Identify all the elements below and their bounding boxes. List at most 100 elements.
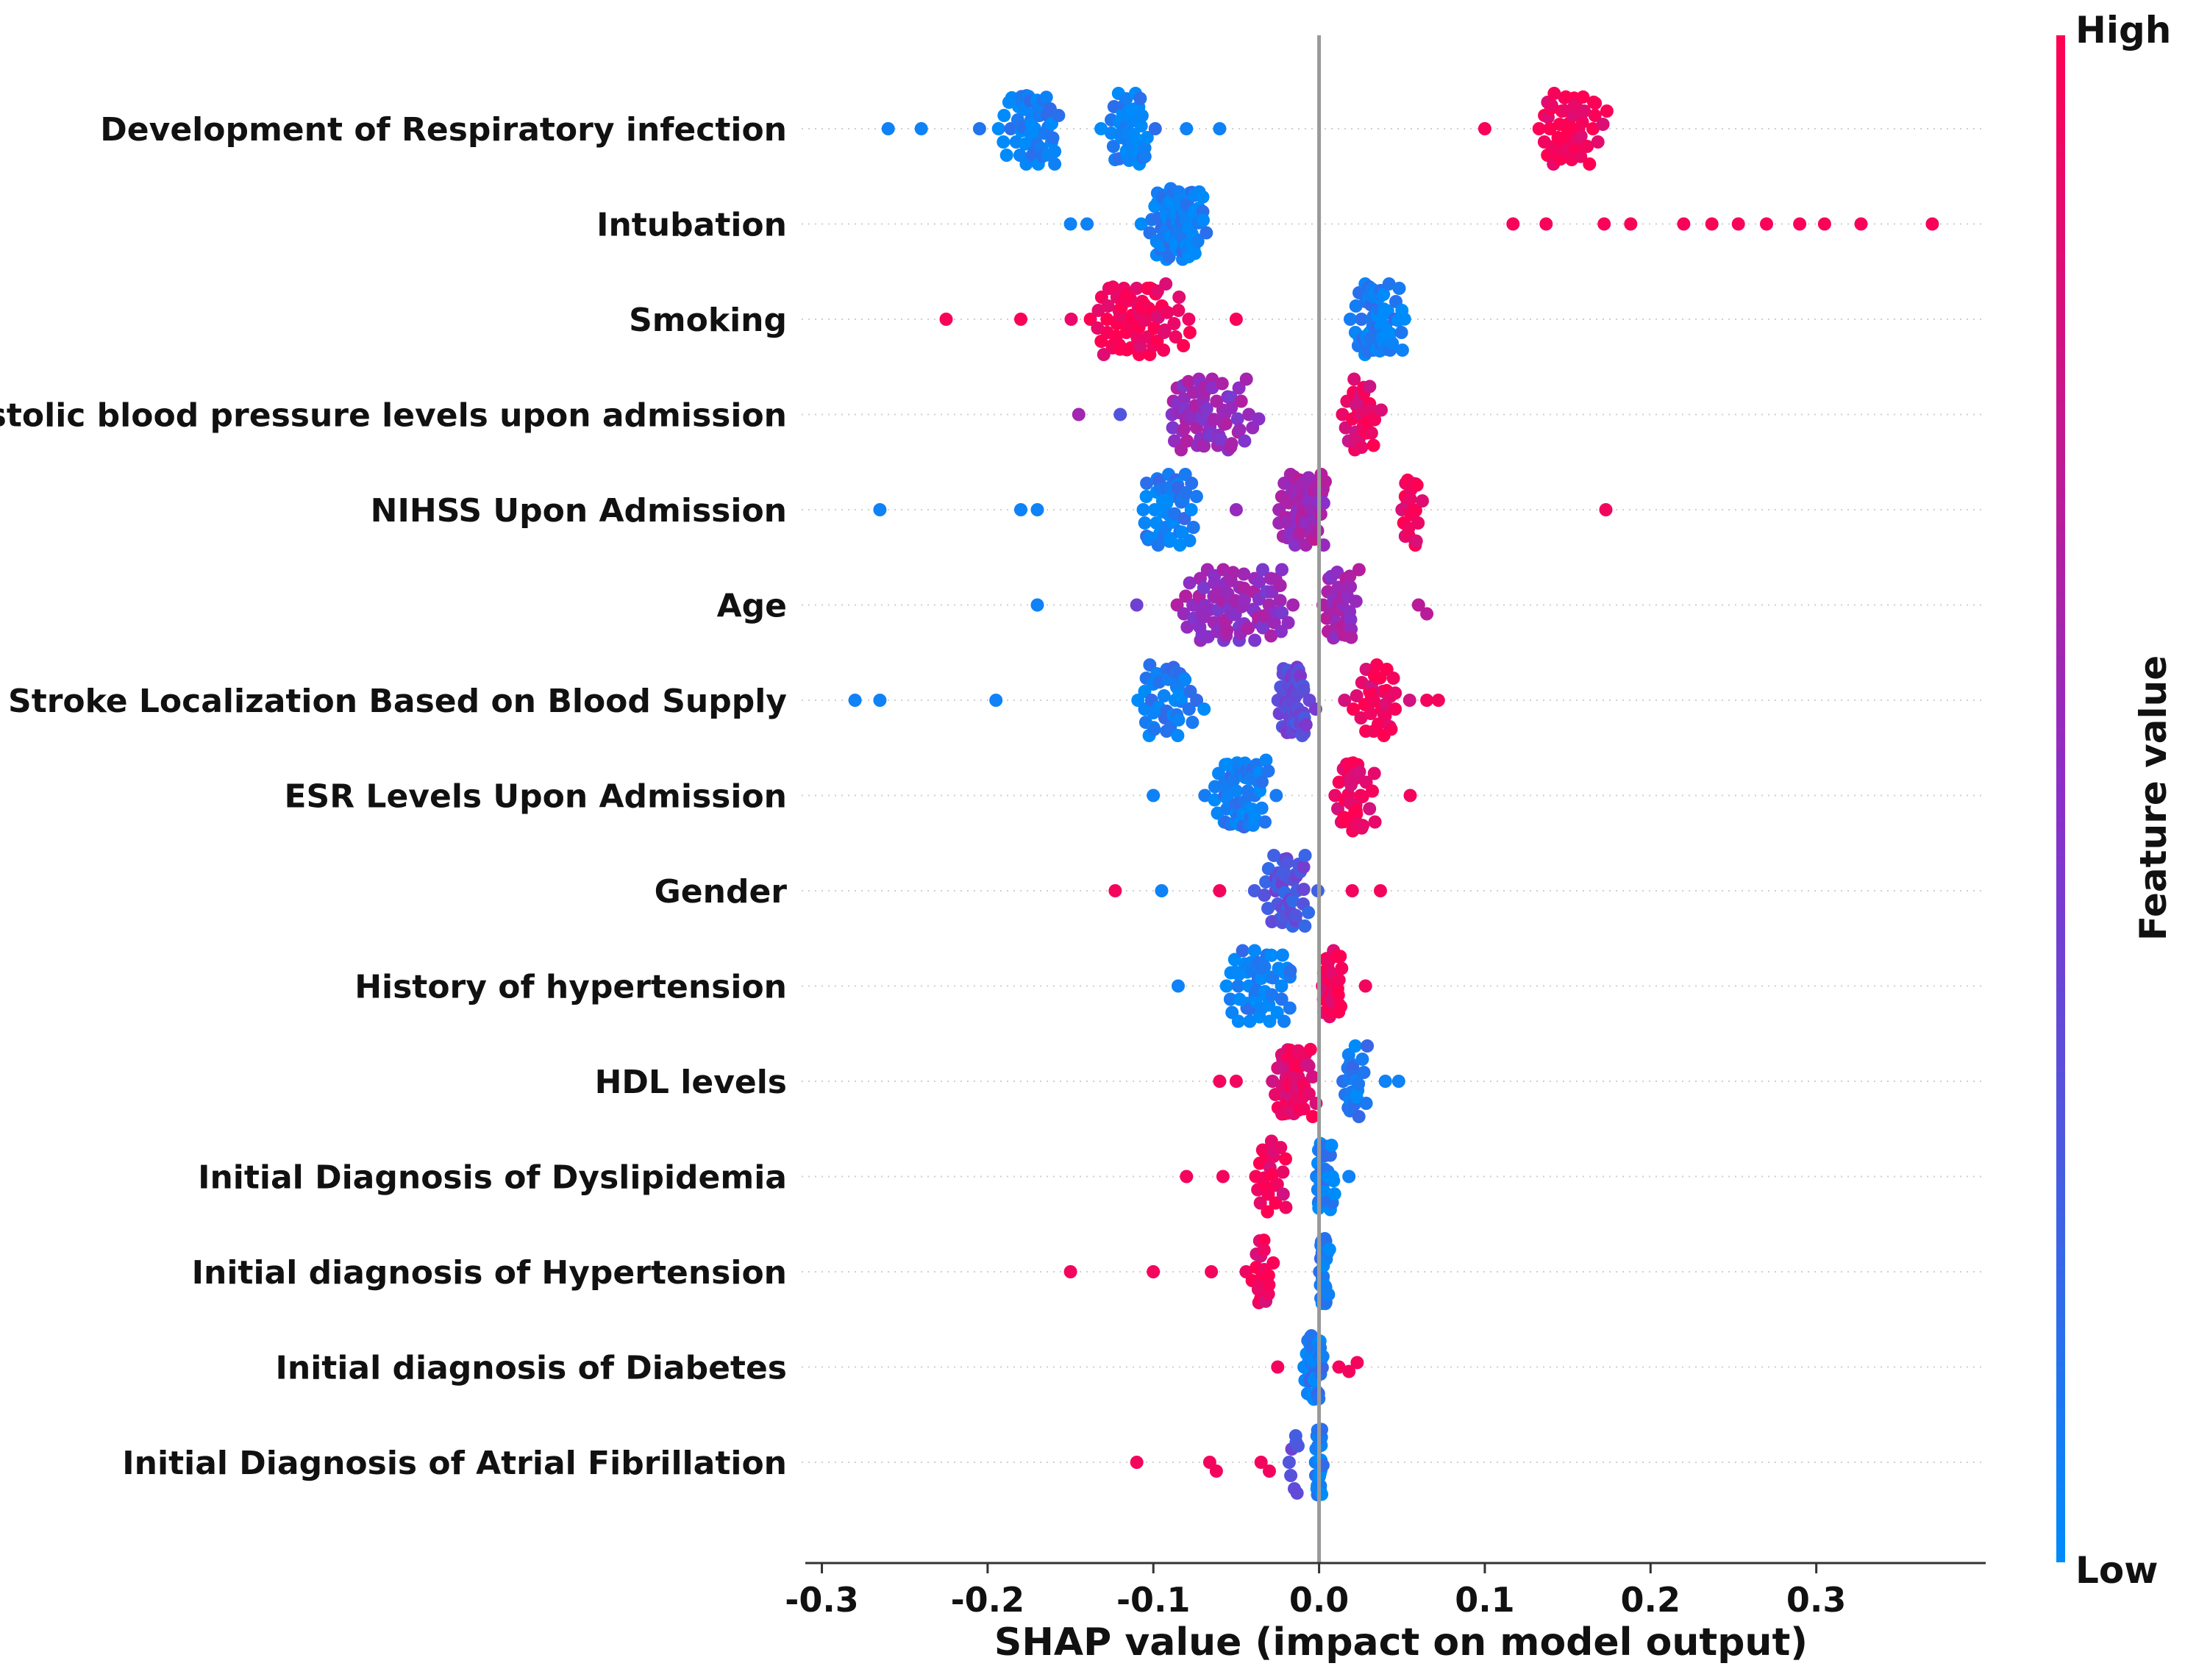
shap-point bbox=[1389, 686, 1402, 700]
shap-point bbox=[1258, 960, 1272, 974]
shap-point bbox=[1231, 979, 1245, 993]
colorbar-title: Feature value bbox=[2132, 655, 2175, 941]
shap-point bbox=[1266, 1256, 1280, 1270]
shap-point bbox=[1230, 784, 1244, 798]
shap-point bbox=[1107, 100, 1121, 113]
shap-point bbox=[1344, 580, 1358, 594]
shap-point bbox=[1180, 434, 1194, 448]
shap-point bbox=[1333, 950, 1347, 964]
shap-point bbox=[1186, 716, 1200, 729]
shap-point bbox=[1275, 606, 1289, 620]
shap-point bbox=[939, 313, 953, 326]
shap-point bbox=[1261, 1205, 1275, 1219]
shap-point bbox=[1264, 948, 1278, 962]
shap-point bbox=[1263, 1464, 1276, 1478]
shap-point bbox=[1186, 521, 1200, 534]
shap-point bbox=[1063, 217, 1077, 231]
shap-point bbox=[1216, 1170, 1230, 1184]
shap-point bbox=[1478, 122, 1491, 135]
shap-point bbox=[1269, 1196, 1283, 1210]
shap-point bbox=[1265, 1167, 1279, 1181]
shap-point bbox=[999, 149, 1013, 162]
shap-point bbox=[1183, 326, 1197, 339]
shap-point bbox=[1259, 875, 1273, 889]
shap-point bbox=[1135, 109, 1149, 123]
feature-label: Development of Respiratory infection bbox=[100, 111, 787, 149]
shap-point bbox=[997, 109, 1011, 122]
shap-point bbox=[1106, 140, 1120, 153]
shap-point bbox=[1105, 127, 1118, 140]
shap-point bbox=[1183, 534, 1197, 547]
shap-point bbox=[1219, 417, 1233, 431]
shap-point bbox=[1225, 401, 1238, 415]
feature-label: Gender bbox=[655, 873, 788, 911]
shap-point bbox=[1257, 1234, 1271, 1247]
shap-point bbox=[1279, 1200, 1293, 1214]
shap-point bbox=[1382, 277, 1396, 291]
shap-point bbox=[1276, 1187, 1290, 1201]
shap-point bbox=[1336, 407, 1350, 421]
shap-point bbox=[1231, 1014, 1245, 1028]
x-tick-label: -0.1 bbox=[1116, 1580, 1191, 1620]
shap-point bbox=[1279, 1152, 1292, 1166]
shap-point bbox=[1157, 689, 1171, 702]
x-axis-title: SHAP value (impact on model output) bbox=[994, 1620, 1808, 1665]
shap-point bbox=[1583, 157, 1597, 171]
shap-point bbox=[1361, 1039, 1375, 1053]
shap-point bbox=[1253, 1196, 1267, 1210]
shap-point bbox=[1599, 503, 1613, 516]
shap-point bbox=[1188, 246, 1202, 260]
shap-point bbox=[1677, 217, 1691, 231]
shap-point bbox=[1143, 658, 1157, 672]
shap-point bbox=[1080, 217, 1094, 231]
shap-point bbox=[1261, 1268, 1275, 1282]
shap-point bbox=[1328, 789, 1342, 802]
shap-point bbox=[1191, 235, 1205, 249]
shap-point bbox=[1294, 669, 1308, 683]
shap-point bbox=[1229, 503, 1243, 516]
feature-label: NIHSS Upon Admission bbox=[371, 492, 787, 530]
shap-point bbox=[1303, 1042, 1317, 1056]
points-layer bbox=[848, 87, 1939, 1502]
shap-point bbox=[1227, 953, 1241, 967]
shap-point bbox=[1172, 304, 1186, 317]
shap-point bbox=[1274, 1141, 1288, 1155]
shap-point bbox=[1261, 764, 1275, 778]
shap-point bbox=[1180, 1170, 1194, 1184]
feature-label: Intubation bbox=[596, 207, 787, 244]
shap-point bbox=[1532, 122, 1546, 135]
shap-point bbox=[1275, 992, 1288, 1006]
shap-point bbox=[1130, 282, 1144, 295]
shap-point bbox=[1252, 412, 1266, 426]
feature-label: Initial Diagnosis of Atrial Fibrillation bbox=[122, 1445, 787, 1482]
shap-point bbox=[1197, 702, 1211, 716]
shap-point bbox=[1315, 1423, 1328, 1437]
shap-point bbox=[1343, 569, 1357, 583]
shap-point bbox=[1327, 1174, 1341, 1188]
shap-point bbox=[1147, 1265, 1161, 1278]
shap-point bbox=[1280, 855, 1294, 869]
shap-point bbox=[1172, 979, 1185, 993]
shap-point bbox=[1147, 722, 1161, 736]
shap-point bbox=[1403, 492, 1417, 506]
shap-point bbox=[1366, 438, 1380, 452]
shap-point bbox=[1189, 490, 1203, 503]
feature-label: Age bbox=[717, 588, 787, 625]
shap-point bbox=[972, 122, 986, 135]
shap-point bbox=[1925, 217, 1939, 231]
shap-point bbox=[1257, 1243, 1271, 1257]
shap-point bbox=[1378, 709, 1392, 723]
shap-point bbox=[1357, 1066, 1371, 1079]
feature-label: Systolic blood pressure levels upon admi… bbox=[0, 397, 787, 435]
shap-point bbox=[1262, 1278, 1276, 1292]
shap-point bbox=[1359, 1097, 1373, 1110]
shap-point bbox=[1355, 313, 1369, 326]
shap-point bbox=[1248, 633, 1262, 647]
shap-point bbox=[1229, 1075, 1243, 1088]
shap-point bbox=[1408, 504, 1422, 517]
shap-point bbox=[1273, 579, 1287, 592]
shap-point bbox=[1325, 1139, 1339, 1153]
shap-point bbox=[1297, 1102, 1311, 1116]
shap-point bbox=[1254, 1456, 1268, 1469]
shap-point bbox=[1155, 884, 1169, 897]
